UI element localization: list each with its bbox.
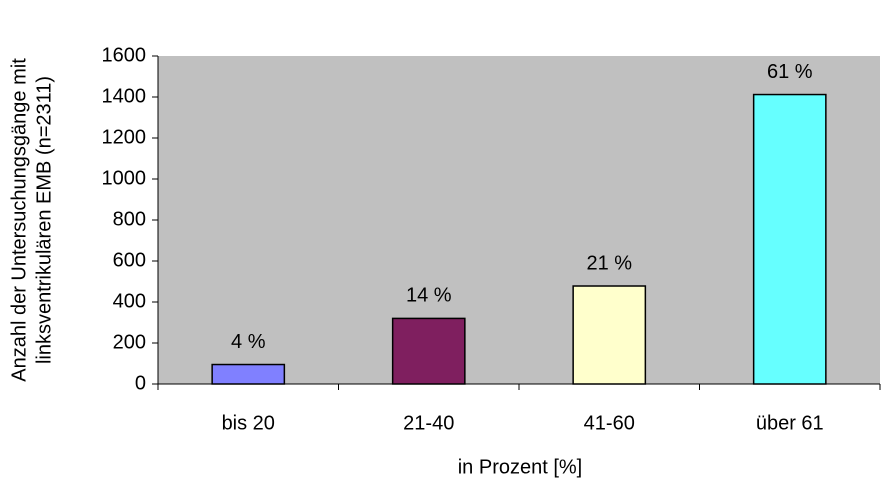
y-tick-label: 400 <box>113 290 146 312</box>
x-tick-label: über 61 <box>756 412 824 434</box>
y-tick-label: 0 <box>135 372 146 394</box>
data-label: 61 % <box>767 61 813 83</box>
y-tick-label: 800 <box>113 208 146 230</box>
x-axis-title: in Prozent [%] <box>458 456 583 478</box>
y-axis-title: linksventrikulären EMB (n=2311) <box>33 76 55 364</box>
data-label: 14 % <box>406 285 452 307</box>
x-tick-label: 21-40 <box>403 412 454 434</box>
y-tick-label: 1600 <box>102 44 147 66</box>
data-label: 21 % <box>586 252 632 274</box>
bar <box>211 363 286 385</box>
y-tick-label: 600 <box>113 249 146 271</box>
x-tick-label: bis 20 <box>222 412 275 434</box>
x-tick-label: 41-60 <box>584 412 635 434</box>
y-tick-label: 1000 <box>102 167 147 189</box>
data-label: 4 % <box>231 331 266 353</box>
y-tick-label: 1400 <box>102 85 147 107</box>
bar <box>752 93 827 385</box>
bar <box>572 285 647 385</box>
bar <box>391 317 466 385</box>
y-tick-label: 1200 <box>102 126 147 148</box>
y-axis-title: Anzahl der Untersuchungsgänge mit <box>8 58 30 382</box>
y-tick-label: 200 <box>113 331 146 353</box>
